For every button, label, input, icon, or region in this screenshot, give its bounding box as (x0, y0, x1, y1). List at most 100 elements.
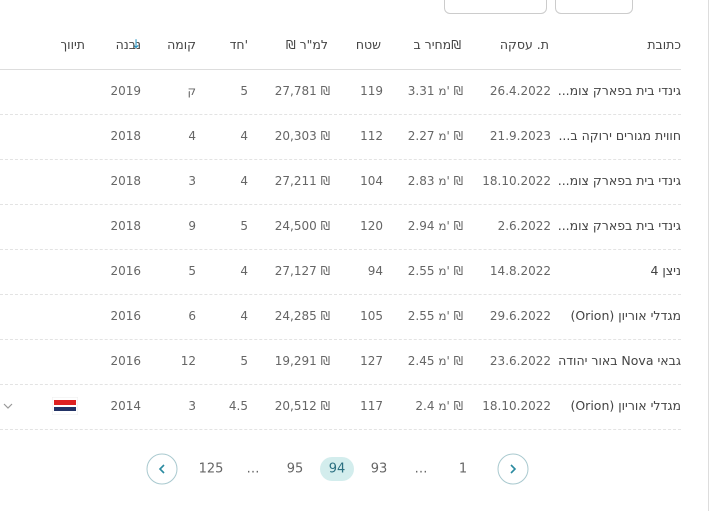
page-link[interactable]: … (246, 461, 260, 477)
table-cell: 5 (240, 84, 248, 98)
table-cell: 27,781 ₪ (274, 84, 330, 98)
table-cell: 24,500 ₪ (274, 219, 330, 233)
column-header[interactable]: כתובת (647, 37, 681, 52)
page-link[interactable]: 125 (198, 461, 224, 477)
address-cell[interactable]: ניצן 4 (650, 263, 681, 278)
table-cell: 2.55 מ' ₪ (407, 264, 463, 278)
row-separator (0, 249, 681, 250)
address-cell[interactable]: גינדי בית בפארק צומ... (557, 173, 681, 188)
page-link[interactable]: 95 (286, 461, 304, 477)
table-cell: 104 (360, 174, 383, 188)
table-cell: 5 (188, 264, 196, 278)
table-cell: 29.6.2022 (489, 309, 551, 323)
table-cell: 18.10.2022 (482, 399, 551, 413)
broker-logo (52, 397, 78, 415)
address-cell[interactable]: מגדלי אוריון (Orion) (570, 308, 681, 323)
table-cell: 120 (360, 219, 383, 233)
table-cell: 26.4.2022 (489, 84, 551, 98)
expand-chevron[interactable] (3, 403, 13, 411)
address-cell[interactable]: גבאי Nova באור יהודה (558, 353, 681, 368)
table-cell: 3.31 מ' ₪ (407, 84, 463, 98)
table-cell: 2019 (110, 84, 141, 98)
page-link[interactable]: 1 (458, 461, 468, 477)
column-header[interactable]: נבנה (115, 37, 141, 52)
prev-page-button[interactable] (146, 453, 178, 485)
table-cell: 18.10.2022 (482, 174, 551, 188)
table-cell: 2.83 מ' ₪ (407, 174, 463, 188)
row-separator (0, 204, 681, 205)
next-page-button[interactable] (497, 453, 529, 485)
table-cell: 4 (240, 264, 248, 278)
row-separator (0, 429, 681, 430)
table-cell: 3 (188, 174, 196, 188)
table-cell: 2.6.2022 (497, 219, 551, 233)
page-link[interactable]: … (414, 461, 428, 477)
address-cell[interactable]: גינדי בית בפארק צומ... (557, 218, 681, 233)
table-cell: 12 (180, 354, 196, 368)
table-cell: 112 (360, 129, 383, 143)
column-header[interactable]: מחיר ב₪ (413, 37, 461, 52)
table-cell: 2018 (110, 129, 141, 143)
table-cell: 2.45 מ' ₪ (407, 354, 463, 368)
page-link[interactable]: 94 (328, 461, 346, 477)
table-cell: 5 (240, 354, 248, 368)
table-cell: 4 (188, 129, 196, 143)
table-cell: 23.6.2022 (489, 354, 551, 368)
table-cell: 4 (240, 174, 248, 188)
scroll-border (708, 0, 709, 511)
table-cell: 9 (188, 219, 196, 233)
header-rule (0, 69, 681, 70)
table-cell: 94 (367, 264, 383, 278)
table-cell: 119 (360, 84, 383, 98)
table-cell: 2016 (110, 354, 141, 368)
current-page-highlight (320, 457, 354, 481)
table-cell: 2.4 מ' ₪ (415, 399, 463, 413)
row-separator (0, 339, 681, 340)
table-cell: ק (187, 84, 196, 98)
table-cell: 2016 (110, 264, 141, 278)
sort-button[interactable] (555, 0, 633, 14)
row-separator (0, 114, 681, 115)
table-cell: 4 (240, 129, 248, 143)
table-cell: 20,303 ₪ (274, 129, 330, 143)
table-cell: 4.5 (228, 399, 248, 413)
table-cell: 4 (240, 309, 248, 323)
filter-button[interactable] (444, 0, 547, 14)
table-cell: 3 (188, 399, 196, 413)
table-cell: 117 (360, 399, 383, 413)
table-cell: 24,285 ₪ (274, 309, 330, 323)
table-cell: 20,512 ₪ (274, 399, 330, 413)
table-cell: 27,127 ₪ (274, 264, 330, 278)
table-cell: 19,291 ₪ (274, 354, 330, 368)
column-header[interactable]: חד' (229, 37, 248, 52)
table-cell: 2.27 מ' ₪ (407, 129, 463, 143)
row-separator (0, 384, 681, 385)
table-cell: 27,211 ₪ (274, 174, 330, 188)
table-cell: 127 (360, 354, 383, 368)
row-separator (0, 294, 681, 295)
page-link[interactable]: 93 (370, 461, 388, 477)
sort-arrow: ↓ (131, 37, 142, 51)
column-header[interactable]: ₪ למ"ר (285, 37, 328, 52)
table-cell: 2018 (110, 219, 141, 233)
table-cell: 2.94 מ' ₪ (407, 219, 463, 233)
table-cell: 21.9.2023 (489, 129, 551, 143)
column-header[interactable]: תיווך (60, 37, 85, 52)
table-cell: 105 (360, 309, 383, 323)
column-header[interactable]: שטח (355, 37, 381, 52)
table-cell: 6 (188, 309, 196, 323)
row-separator (0, 159, 681, 160)
table-cell: 5 (240, 219, 248, 233)
address-cell[interactable]: גינדי בית בפארק צומ... (557, 83, 681, 98)
table-cell: 2018 (110, 174, 141, 188)
address-cell[interactable]: מגדלי אוריון (Orion) (570, 398, 681, 413)
column-header[interactable]: ת. עסקה (499, 37, 549, 52)
address-cell[interactable]: חווית מגורים ירוקה ב... (558, 128, 681, 143)
table-cell: 2.55 מ' ₪ (407, 309, 463, 323)
table-cell: 2014 (110, 399, 141, 413)
table-cell: 2016 (110, 309, 141, 323)
column-header[interactable]: קומה (167, 37, 196, 52)
table-cell: 14.8.2022 (489, 264, 551, 278)
